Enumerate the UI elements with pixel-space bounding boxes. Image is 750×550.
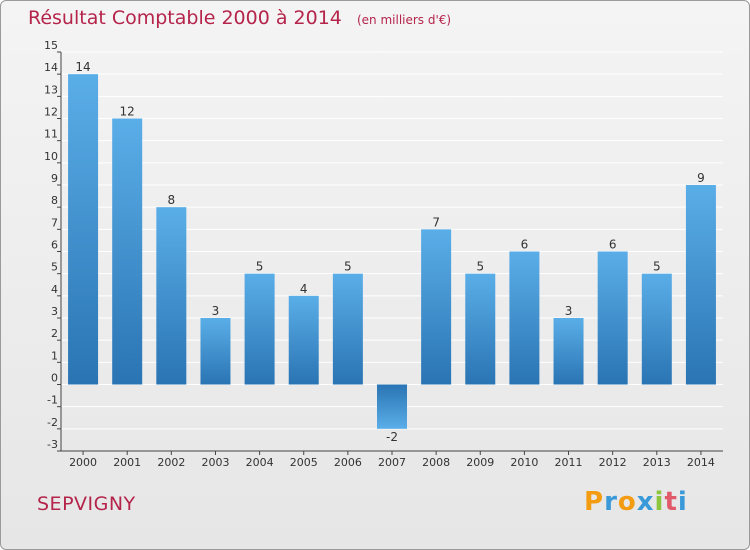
x-tick-label-2010: 2010 bbox=[510, 456, 538, 469]
logo-letter: i bbox=[677, 487, 688, 517]
y-tick-label: 1 bbox=[51, 349, 58, 362]
bar-2008 bbox=[421, 229, 452, 385]
data-label-2013: 5 bbox=[653, 260, 661, 274]
data-label-2005: 4 bbox=[300, 282, 308, 296]
y-tick-label: 7 bbox=[51, 216, 58, 229]
data-label-2001: 12 bbox=[120, 105, 135, 119]
y-tick-label: 15 bbox=[44, 39, 58, 52]
data-labels: 14 12 8 3 5 4 5 -2 7 5 6 3 6 5 9 bbox=[75, 60, 704, 444]
x-tick-label-2012: 2012 bbox=[599, 456, 627, 469]
data-label-2010: 6 bbox=[521, 238, 529, 252]
x-tick-label-2014: 2014 bbox=[687, 456, 715, 469]
x-tick-label-2008: 2008 bbox=[422, 456, 450, 469]
bar-2010 bbox=[509, 251, 540, 385]
x-tick-label-2013: 2013 bbox=[643, 456, 671, 469]
y-tick-label: 8 bbox=[51, 194, 58, 207]
logo-letter: x bbox=[636, 487, 655, 517]
data-label-2004: 5 bbox=[256, 260, 264, 274]
data-label-2008: 7 bbox=[432, 215, 440, 229]
logo-letter: P bbox=[584, 487, 605, 517]
bar-2000 bbox=[68, 74, 99, 385]
bar-2001 bbox=[112, 118, 143, 385]
bar-2003 bbox=[200, 318, 231, 385]
bar-2014 bbox=[685, 185, 716, 385]
bars bbox=[68, 74, 716, 429]
bar-2005 bbox=[288, 295, 319, 385]
bar-2006 bbox=[332, 273, 363, 385]
logo-letter: t bbox=[664, 487, 678, 517]
x-tick-label-2004: 2004 bbox=[246, 456, 274, 469]
y-tick-label: 2 bbox=[51, 327, 58, 340]
y-tick-label: 3 bbox=[51, 305, 58, 318]
x-tick-label-2005: 2005 bbox=[290, 456, 318, 469]
proxiti-logo: Proxiti bbox=[584, 487, 688, 517]
chart-title: Résultat Comptable 2000 à 2014 (en milli… bbox=[28, 7, 451, 29]
x-tick-label-2002: 2002 bbox=[157, 456, 185, 469]
logo-letter: i bbox=[654, 487, 665, 517]
y-tick-label: 0 bbox=[51, 372, 58, 385]
x-tick-label-2000: 2000 bbox=[69, 456, 97, 469]
y-tick-label: 10 bbox=[44, 150, 58, 163]
y-tick-label: 4 bbox=[51, 283, 58, 296]
x-tick-label-2006: 2006 bbox=[334, 456, 362, 469]
logo-letter: r bbox=[604, 487, 618, 517]
data-label-2002: 8 bbox=[168, 193, 176, 207]
x-tick-label-2011: 2011 bbox=[555, 456, 583, 469]
chart-title-text: Résultat Comptable 2000 à 2014 bbox=[28, 7, 342, 29]
y-tick-label: 14 bbox=[44, 61, 58, 74]
y-tick-label: 11 bbox=[44, 128, 58, 141]
bar-2013 bbox=[641, 273, 672, 385]
bar-2002 bbox=[156, 207, 187, 385]
data-label-2012: 6 bbox=[609, 238, 617, 252]
y-tick-label: 5 bbox=[51, 261, 58, 274]
data-label-2011: 3 bbox=[565, 304, 573, 318]
y-tick-label: 12 bbox=[44, 106, 58, 119]
y-tick-label: 13 bbox=[44, 83, 58, 96]
x-tick-label-2007: 2007 bbox=[378, 456, 406, 469]
bar-2011 bbox=[553, 318, 584, 385]
data-label-2009: 5 bbox=[476, 260, 484, 274]
data-label-2003: 3 bbox=[212, 304, 220, 318]
data-label-2007: -2 bbox=[386, 430, 398, 444]
bar-2012 bbox=[597, 251, 628, 385]
data-label-2014: 9 bbox=[697, 171, 705, 185]
x-tick-label-2003: 2003 bbox=[201, 456, 229, 469]
y-tick-label: -2 bbox=[47, 416, 58, 429]
x-tick-label-2009: 2009 bbox=[466, 456, 494, 469]
y-tick-label: 9 bbox=[51, 172, 58, 185]
unit-note: (en milliers d'€) bbox=[356, 13, 452, 27]
bar-2009 bbox=[465, 273, 496, 385]
commune-name: SEPVIGNY bbox=[37, 493, 136, 515]
data-label-2006: 5 bbox=[344, 260, 352, 274]
logo-letter: o bbox=[617, 487, 637, 517]
data-label-2000: 14 bbox=[75, 60, 90, 74]
y-tick-label: -3 bbox=[47, 438, 58, 451]
y-tick-label: -1 bbox=[47, 394, 58, 407]
bar-2004 bbox=[244, 273, 275, 385]
x-tick-label-2001: 2001 bbox=[113, 456, 141, 469]
bar-2007 bbox=[377, 384, 407, 429]
y-tick-label: 6 bbox=[51, 239, 58, 252]
